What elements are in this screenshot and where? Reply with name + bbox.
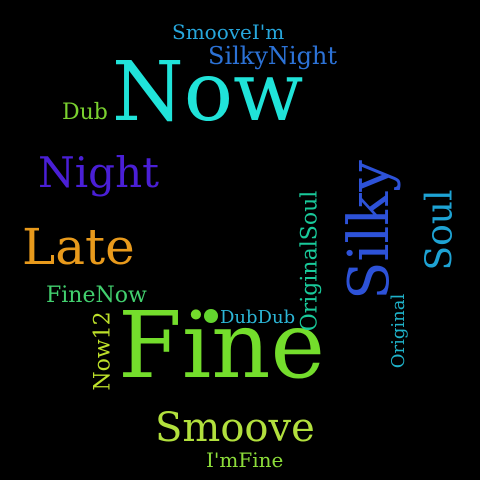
word-silkynight: SilkyNight [208, 42, 338, 70]
word-late: Late [22, 218, 135, 276]
word-soul: Soul [419, 189, 461, 271]
dot-mark [204, 309, 218, 323]
word-silky: Silky [336, 160, 402, 300]
word-original: Original [388, 293, 410, 369]
word-imfine: I'mFine [206, 448, 284, 472]
word-smooveim: SmooveI'm [172, 20, 285, 44]
word-dub: Dub [62, 100, 108, 125]
word-dubdub: DubDub [220, 307, 296, 328]
word-finenow: FineNow [46, 283, 147, 308]
word-fine: Fine [118, 292, 325, 399]
word-smoove: Smoove [155, 405, 315, 451]
word-now: Now [112, 45, 304, 140]
word-originalsoul: OriginalSoul [297, 190, 323, 332]
word-night: Night [38, 148, 159, 197]
word-now12: Now12 [90, 311, 116, 391]
